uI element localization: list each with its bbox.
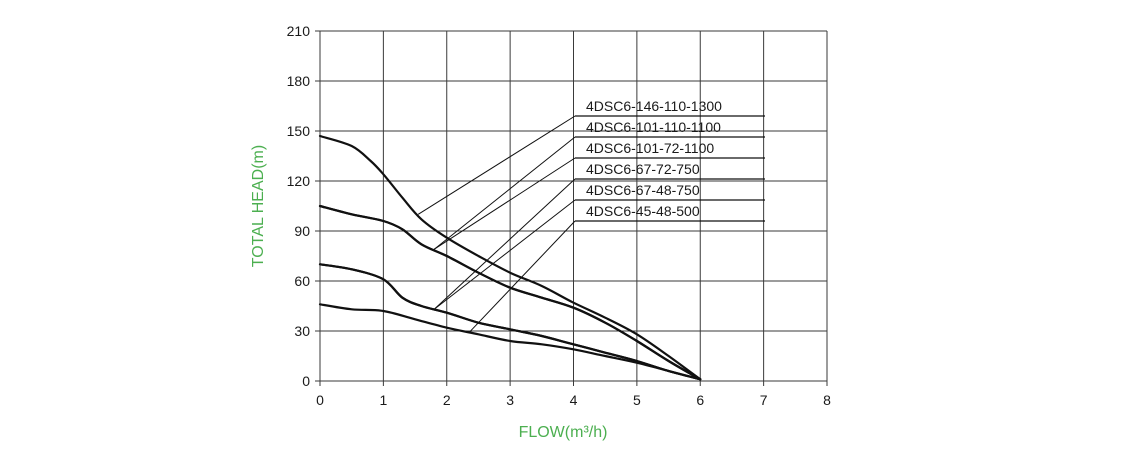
x-tick-label-6: 6 [696, 392, 704, 408]
legend-label-4dsc6-101-72-1100: 4DSC6-101-72-1100 [586, 140, 714, 156]
grid [315, 30, 828, 386]
y-tick-label-30: 30 [294, 323, 310, 339]
legend-label-4dsc6-146-110-1300: 4DSC6-146-110-1300 [586, 98, 722, 114]
y-tick-labels: 0 30 60 90 120 150 180 210 [287, 23, 311, 389]
leader-4dsc6-67-72-750 [433, 178, 576, 310]
y-tick-label-60: 60 [294, 273, 310, 289]
y-axis-title: TOTAL HEAD(m) [250, 145, 267, 267]
y-tick-label-0: 0 [302, 373, 310, 389]
x-tick-label-5: 5 [633, 392, 641, 408]
curve-4dsc6-45-48-500 [318, 303, 702, 381]
y-tick-label-210: 210 [287, 23, 311, 39]
y-tick-label-90: 90 [294, 223, 310, 239]
x-tick-label-2: 2 [443, 392, 451, 408]
x-tick-labels: 0 1 2 3 4 5 6 7 8 [316, 392, 831, 408]
x-tick-label-0: 0 [316, 392, 324, 408]
y-tick-label-180: 180 [287, 73, 311, 89]
legend-label-4dsc6-67-48-750: 4DSC6-67-48-750 [586, 182, 700, 198]
y-tick-label-150: 150 [287, 123, 311, 139]
legend-label-4dsc6-45-48-500: 4DSC6-45-48-500 [586, 203, 700, 219]
legend-label-4dsc6-67-72-750: 4DSC6-67-72-750 [586, 161, 700, 177]
series-curves [318, 134, 702, 381]
curve-4dsc6-101-72-1100 [318, 204, 702, 381]
legend-leader-lines [417, 115, 576, 334]
curve-4dsc6-67-48-750 [318, 263, 702, 381]
leader-4dsc6-67-48-750 [433, 199, 576, 310]
x-axis-title: FLOW(m³/h) [519, 424, 608, 441]
curve-4dsc6-146-110-1300 [318, 134, 702, 381]
x-tick-label-3: 3 [506, 392, 514, 408]
leader-4dsc6-45-48-500 [468, 220, 576, 334]
y-tick-label-120: 120 [287, 173, 311, 189]
x-tick-label-4: 4 [570, 392, 578, 408]
x-tick-label-1: 1 [379, 392, 387, 408]
leader-4dsc6-101-110-1100 [433, 136, 576, 250]
x-tick-label-7: 7 [760, 392, 768, 408]
leader-4dsc6-101-72-1100 [433, 157, 576, 250]
legend-label-4dsc6-101-110-1100: 4DSC6-101-110-1100 [586, 119, 721, 135]
x-tick-label-8: 8 [823, 392, 831, 408]
legend: 4DSC6-146-110-1300 4DSC6-101-110-1100 4DSC… [575, 98, 765, 222]
leader-4dsc6-146-110-1300 [417, 115, 576, 215]
